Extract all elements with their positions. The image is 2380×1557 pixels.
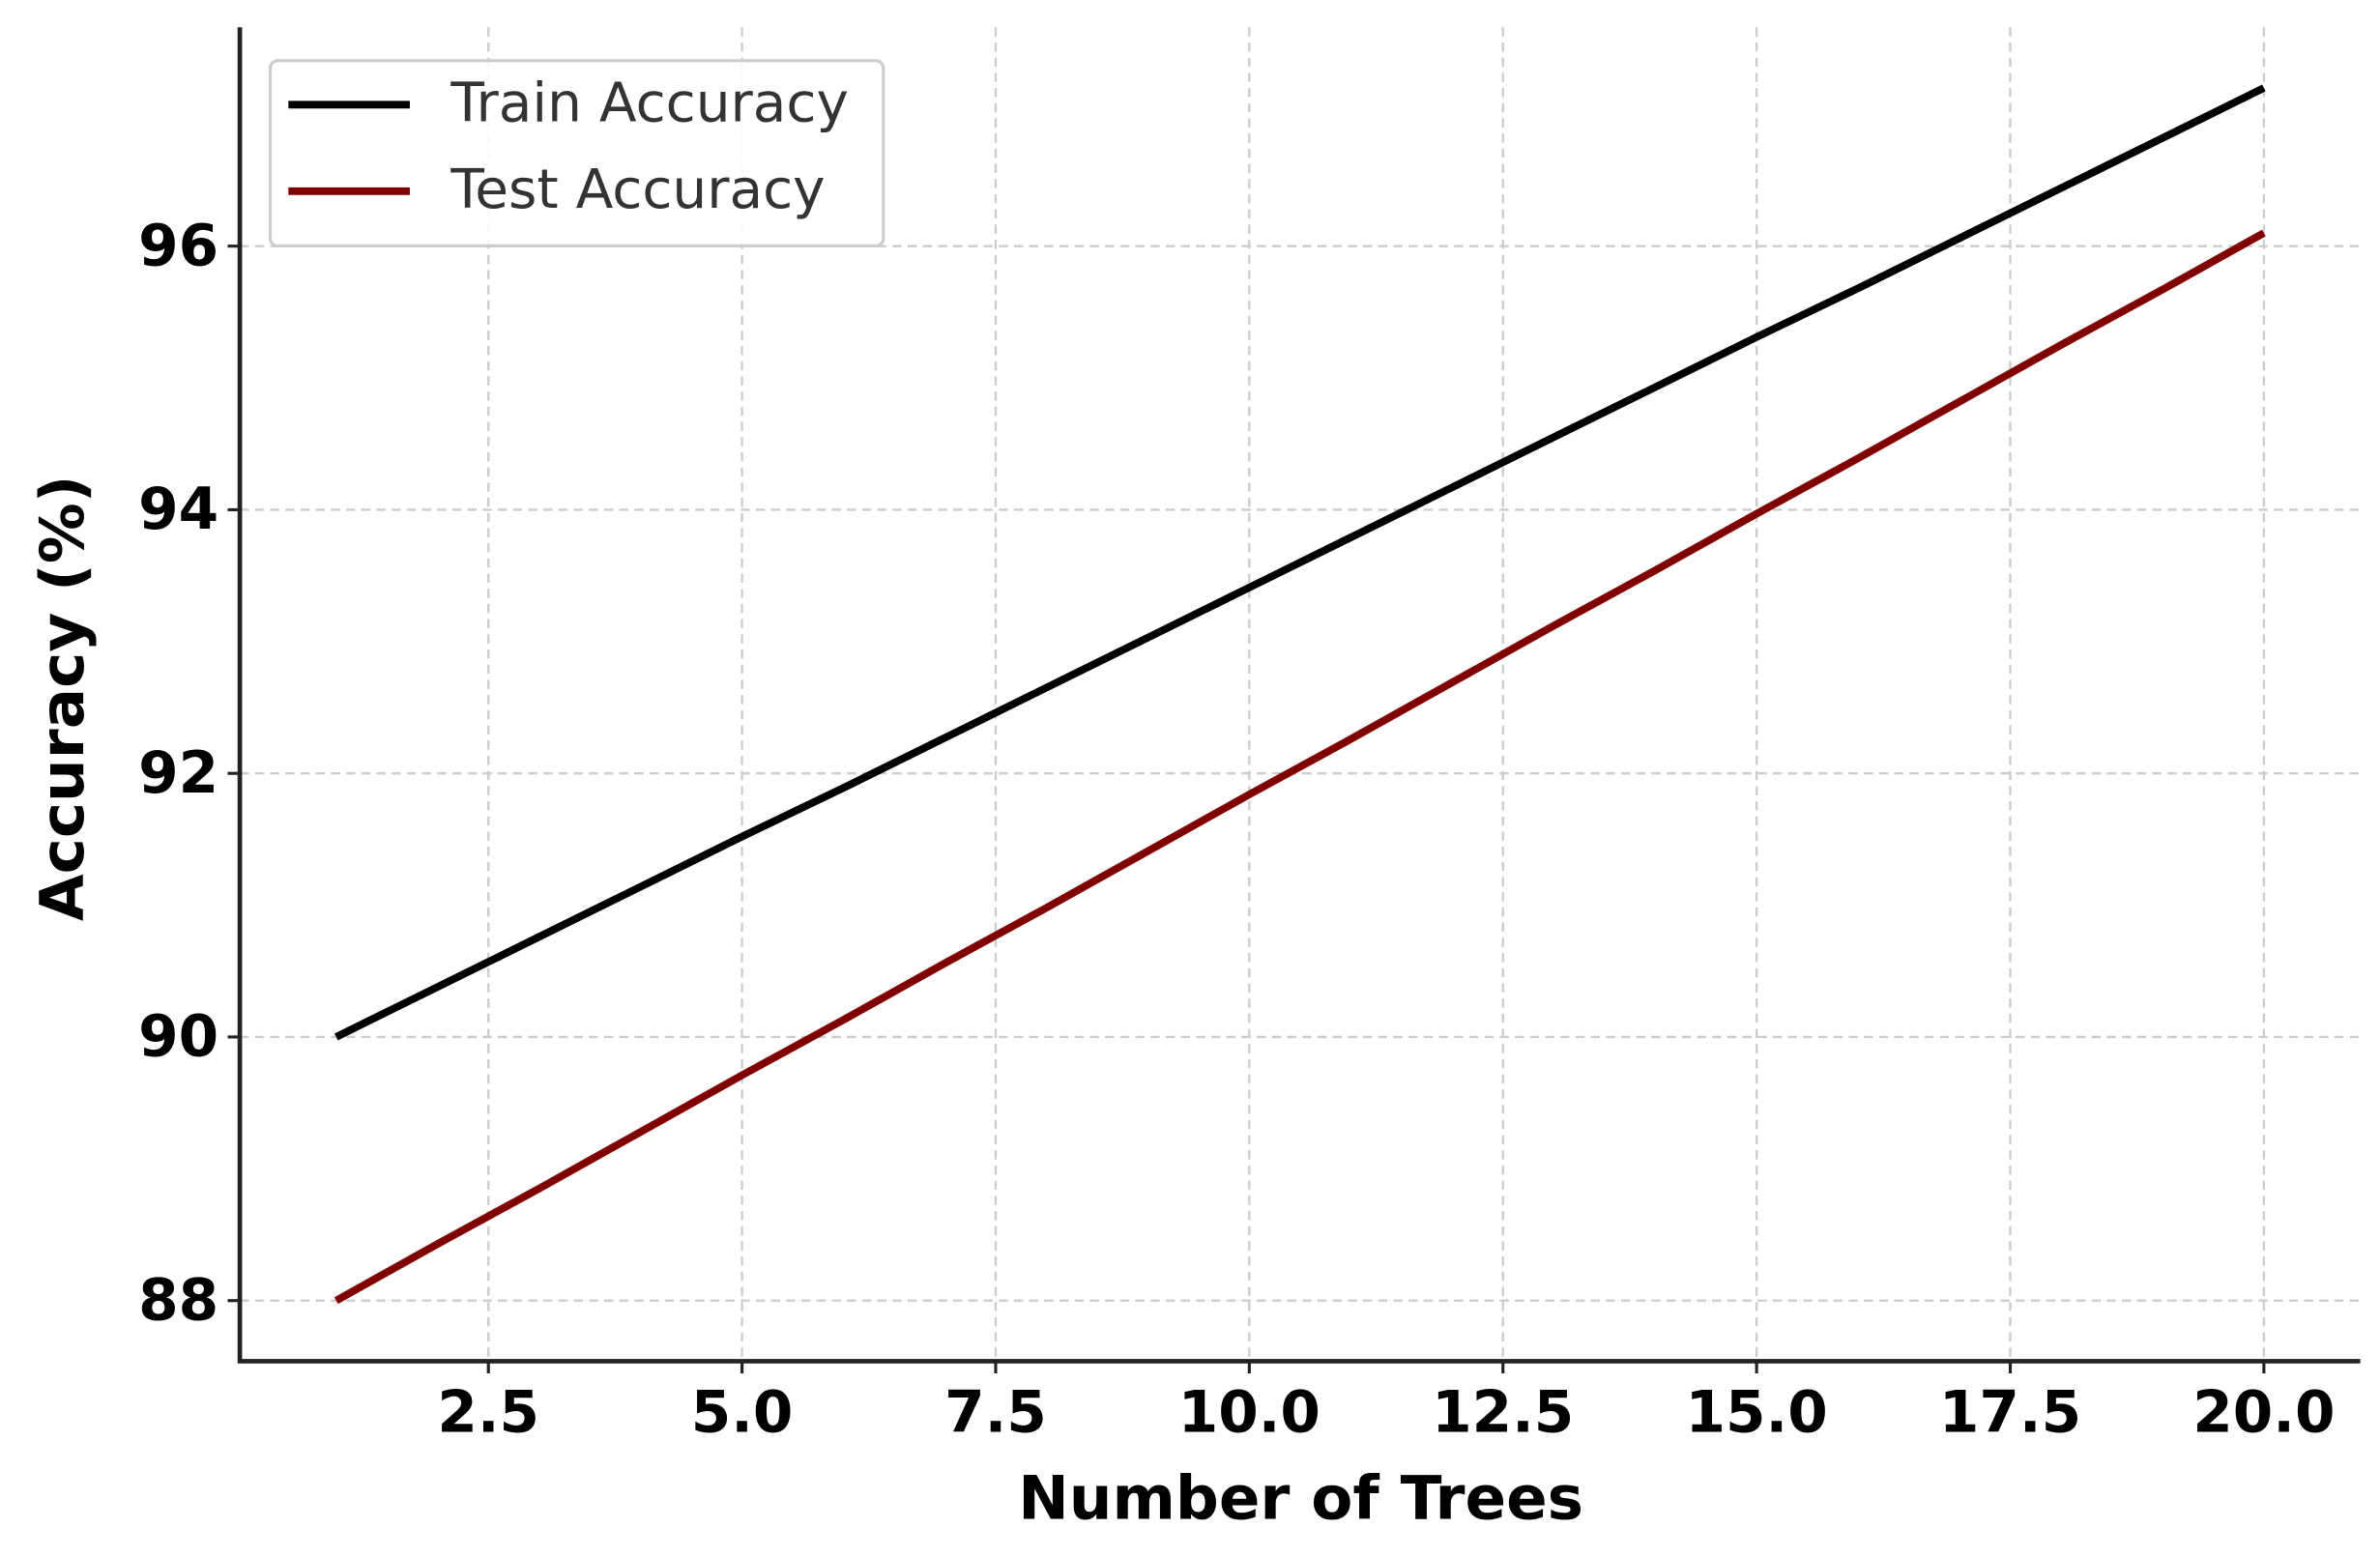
x-axis-label: Number of Trees [1018, 1463, 1583, 1534]
x-tick-label: 17.5 [1939, 1380, 2081, 1447]
x-tick-label: 7.5 [944, 1380, 1047, 1447]
legend-label: Train Accuracy [450, 72, 849, 135]
x-tick-label: 10.0 [1178, 1380, 1321, 1447]
x-tick-label: 2.5 [437, 1380, 539, 1447]
y-axis-label: Accuracy (%) [27, 476, 98, 921]
x-tick-label: 5.0 [691, 1380, 794, 1447]
y-tick-label: 94 [138, 476, 218, 543]
x-tick-label: 20.0 [2192, 1380, 2335, 1447]
legend-label: Test Accuracy [450, 159, 825, 221]
x-tick-label: 12.5 [1432, 1380, 1574, 1447]
axis-spine [237, 27, 2361, 1364]
line [334, 84, 2266, 1041]
y-tick-label: 96 [138, 213, 218, 279]
legend-box [268, 59, 885, 247]
y-tick-label: 90 [138, 1004, 218, 1071]
y-tick-label: 92 [138, 740, 218, 807]
x-tick-label: 15.0 [1686, 1380, 1828, 1447]
line [334, 229, 2266, 1305]
y-tick-label: 88 [138, 1267, 218, 1334]
